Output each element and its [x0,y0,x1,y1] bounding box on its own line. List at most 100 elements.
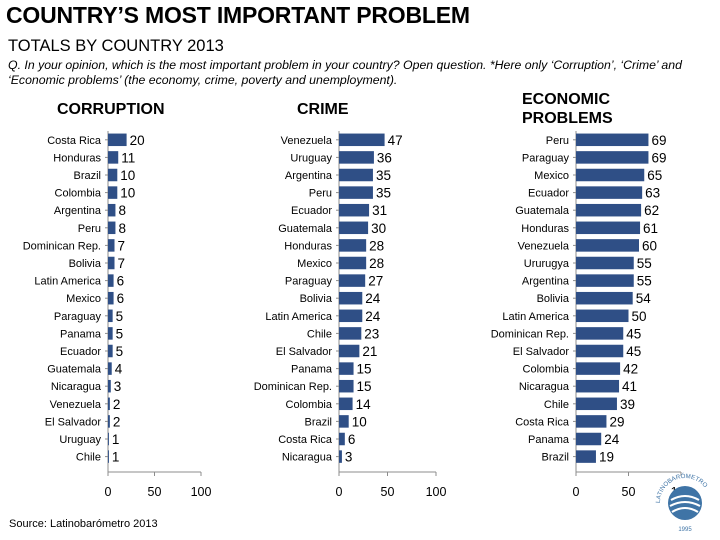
value-label-crime: 36 [377,150,392,165]
value-label-corruption: 5 [116,309,124,324]
bar-economic [576,362,621,375]
category-label-crime: Colombia [286,399,333,411]
value-label-economic: 54 [636,291,652,306]
bar-economic [576,291,633,305]
category-label-economic: Peru [546,135,569,147]
category-label-economic: El Salvador [513,346,570,358]
category-label-crime: Costa Rica [278,434,333,446]
category-label-crime: Ecuador [291,205,332,217]
value-label-corruption: 4 [115,362,123,377]
bar-crime [339,450,342,463]
bar-corruption [108,379,111,393]
category-label-corruption: Honduras [53,152,101,164]
bar-crime [339,221,369,235]
x-tick-label-economic: 50 [622,485,636,499]
category-label-economic: Ecuador [528,188,569,200]
value-label-economic: 65 [647,168,662,183]
value-label-corruption: 1 [112,450,120,465]
category-label-economic: Paraguay [522,152,570,164]
category-label-economic: Nicaragua [519,381,570,393]
bar-economic [576,397,617,411]
value-label-crime: 3 [345,450,353,465]
bar-corruption [108,186,118,199]
bar-economic [576,168,645,182]
bar-crime [339,133,385,147]
category-label-economic: Chile [544,399,569,411]
category-label-corruption: Costa Rica [47,135,102,147]
category-label-corruption: Colombia [55,188,102,200]
value-label-crime: 30 [371,221,386,236]
x-tick-label-economic: 0 [573,485,580,499]
bar-corruption [108,256,115,270]
category-label-economic: Ururugya [524,258,570,270]
value-label-economic: 62 [644,203,659,218]
bar-corruption [108,450,109,463]
value-label-crime: 24 [365,291,381,306]
bar-corruption [108,203,116,217]
bar-crime [339,256,367,270]
value-label-corruption: 8 [118,203,126,218]
chart-title-corruption: CORRUPTION [57,101,165,118]
bar-economic [576,327,624,340]
value-label-economic: 45 [626,326,641,341]
bar-economic [576,344,624,358]
value-label-corruption: 10 [120,186,135,201]
bar-crime [339,168,373,182]
category-label-crime: Peru [309,188,332,200]
bar-corruption [108,133,127,147]
bar-crime [339,379,354,393]
page-title: COUNTRY’S MOST IMPORTANT PROBLEM [6,2,470,28]
value-label-corruption: 5 [116,326,124,341]
chart-title-economic-problems: ECONOMIC PROBLEMS [522,91,613,127]
value-label-corruption: 2 [113,397,121,412]
bar-economic [576,432,602,446]
value-label-economic: 19 [599,450,614,465]
category-label-corruption: Argentina [54,205,102,217]
category-label-economic: Panama [528,434,570,446]
category-label-corruption: Peru [78,223,101,235]
bar-crime [339,432,345,446]
bar-crime [339,239,367,252]
bar-economic [576,274,634,287]
bar-corruption [108,168,118,182]
value-label-crime: 35 [376,168,391,183]
value-label-economic: 45 [626,344,641,359]
category-label-crime: Honduras [284,240,332,252]
value-label-economic: 24 [604,432,620,447]
bar-corruption [108,362,112,375]
category-label-economic: Colombia [523,364,570,376]
category-label-economic: Mexico [534,170,569,182]
value-label-economic: 50 [632,309,647,324]
bar-crime [339,397,353,411]
bar-corruption [108,221,116,235]
category-label-corruption: Uruguay [59,434,101,446]
bar-crime [339,327,362,340]
value-label-crime: 6 [348,432,356,447]
value-label-crime: 35 [376,186,391,201]
value-label-corruption: 7 [118,256,126,271]
bar-crime [339,415,349,428]
category-label-corruption: Bolivia [69,258,102,270]
bar-corruption [108,239,115,252]
x-tick-label-crime: 0 [336,485,343,499]
value-label-crime: 14 [356,397,372,412]
value-label-corruption: 5 [116,344,124,359]
value-label-economic: 55 [637,274,652,289]
category-label-economic: Brazil [541,452,569,464]
value-label-crime: 27 [368,274,383,289]
value-label-corruption: 6 [117,274,125,289]
value-label-economic: 29 [609,414,624,429]
bar-corruption [108,415,110,428]
category-label-corruption: Mexico [66,293,101,305]
bar-corruption [108,327,113,340]
category-label-economic: Guatemala [515,205,570,217]
bar-economic [576,133,649,147]
value-label-crime: 10 [352,414,367,429]
value-label-crime: 31 [372,203,387,218]
value-label-economic: 60 [642,238,657,253]
category-label-corruption: Chile [76,452,101,464]
bar-corruption [108,397,110,411]
category-label-crime: Uruguay [290,152,332,164]
category-label-economic: Bolivia [537,293,570,305]
